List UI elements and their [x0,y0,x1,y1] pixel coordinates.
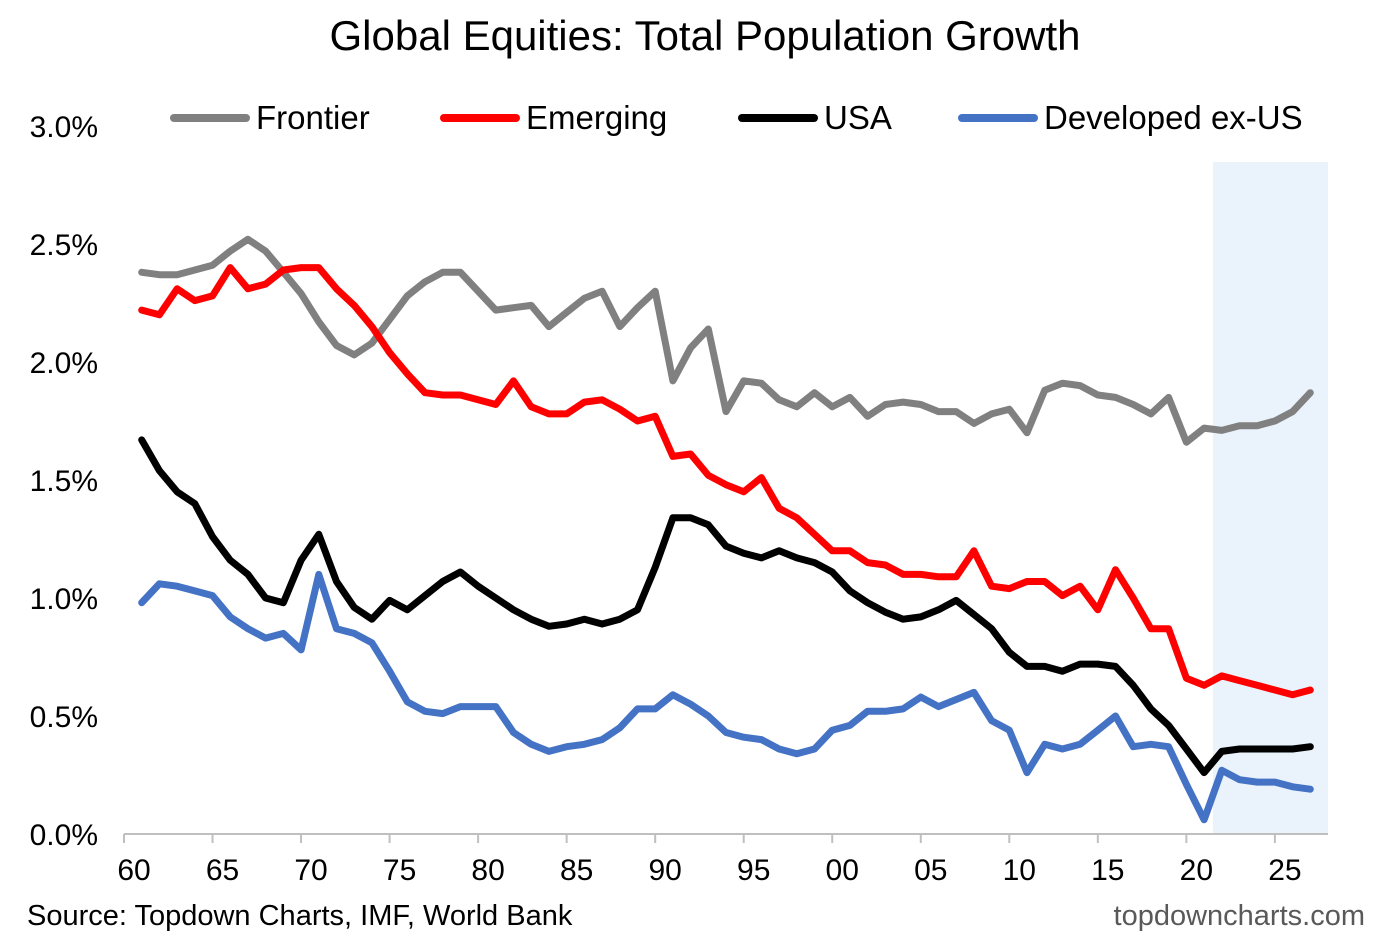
y-tick-label: 0.0% [30,819,98,852]
x-tick-label: 20 [1180,854,1213,887]
forecast-shade-layer [1212,162,1328,834]
legend-item-emerging: Emerging [440,98,667,138]
x-tick-label: 70 [294,854,327,887]
y-tick-label: 1.5% [30,465,98,498]
series-line-developed-ex-us [138,570,1314,824]
x-tick-label: 15 [1091,854,1124,887]
series-line-emerging [138,264,1314,699]
forecast-shade [1212,162,1328,834]
legend-label-emerging: Emerging [526,99,668,136]
x-tick-label: 00 [826,854,859,887]
y-tick-label: 2.5% [30,229,98,262]
series-layer [138,235,1314,824]
y-tick-label: 3.0% [30,111,98,144]
series-line-usa [138,436,1314,777]
chart-title: Global Equities: Total Population Growth [329,12,1081,59]
legend-swatch-usa [738,114,818,122]
x-tick-label: 60 [117,854,150,887]
series-line-frontier [138,235,1314,446]
x-tick-label: 65 [206,854,239,887]
x-tick-label: 85 [560,854,593,887]
legend-swatch-frontier [170,114,250,122]
source-note: Source: Topdown Charts, IMF, World Bank [27,900,573,932]
y-tick-label: 0.5% [30,701,98,734]
x-tick-label: 05 [914,854,947,887]
y-tick-label: 1.0% [30,583,98,616]
legend: Frontier Emerging USA Developed ex-US [0,98,1384,138]
y-tick-labels: 0.0% 0.5% 1.0% 1.5% 2.0% 2.5% 3.0% [30,111,98,852]
x-tick-label: 25 [1268,854,1301,887]
x-tick-labels: 60 65 70 75 80 85 90 95 00 05 10 15 20 25 [117,854,1301,887]
watermark: topdowncharts.com [1113,900,1365,932]
x-tick-label: 75 [383,854,416,887]
legend-item-developed-ex-us: Developed ex-US [958,98,1303,138]
x-tick-label: 10 [1003,854,1036,887]
legend-label-frontier: Frontier [256,99,370,136]
legend-item-frontier: Frontier [170,98,370,138]
y-tick-label: 2.0% [30,347,98,380]
legend-swatch-developed-ex-us [958,114,1038,122]
axis-layer [123,833,1328,843]
legend-swatch-emerging [440,114,520,122]
legend-label-developed-ex-us: Developed ex-US [1044,99,1303,136]
legend-item-usa: USA [738,98,892,138]
x-tick-label: 90 [648,854,681,887]
legend-label-usa: USA [824,99,892,136]
x-tick-label: 95 [737,854,770,887]
x-tick-label: 80 [471,854,504,887]
